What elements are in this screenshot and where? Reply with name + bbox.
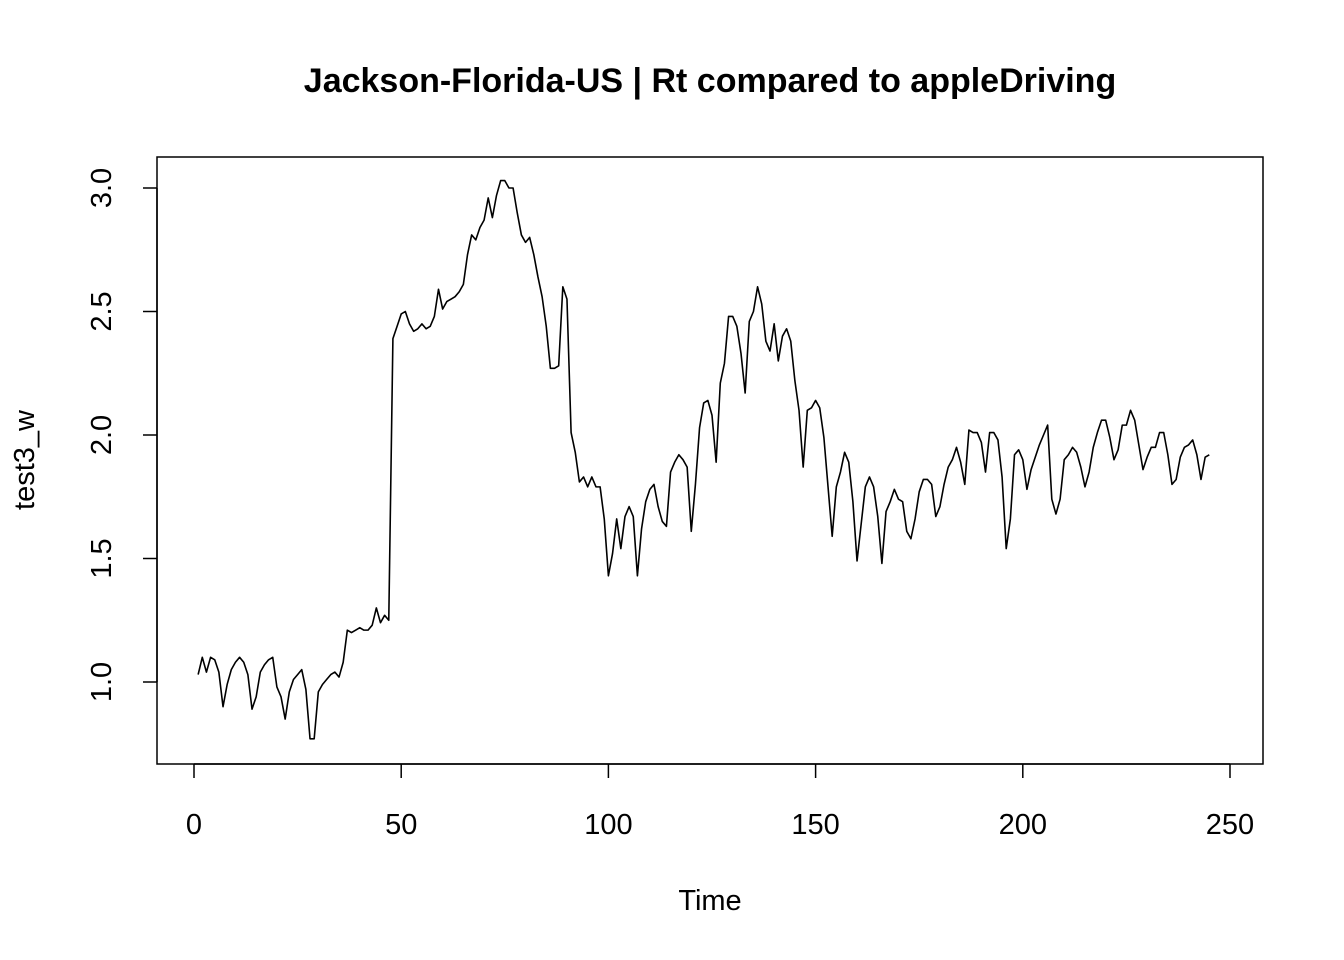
series-layer <box>197 179 1210 740</box>
y-tick-label: 3.0 <box>86 168 118 208</box>
x-tick-label: 50 <box>385 809 417 841</box>
x-tick-label: 100 <box>584 809 632 841</box>
y-tick-label: 2.5 <box>86 291 118 331</box>
x-axis: 0 50 100 150 200 250 <box>186 763 1254 841</box>
series-line <box>197 179 1210 740</box>
y-tick-label: 1.5 <box>86 538 118 578</box>
chart-title: Jackson-Florida-US | Rt compared to appl… <box>304 62 1116 100</box>
y-axis: 1.0 1.5 2.0 2.5 3.0 <box>86 168 158 702</box>
plot-frame <box>156 156 1264 765</box>
y-tick-label: 1.0 <box>86 662 118 702</box>
y-tick-label: 2.0 <box>86 415 118 455</box>
x-tick-label: 200 <box>999 809 1047 841</box>
x-tick-label: 0 <box>186 809 202 841</box>
x-axis-label: Time <box>678 885 741 917</box>
x-tick-label: 150 <box>791 809 839 841</box>
y-axis-label: test3_w <box>9 409 41 510</box>
x-tick-label: 250 <box>1206 809 1254 841</box>
